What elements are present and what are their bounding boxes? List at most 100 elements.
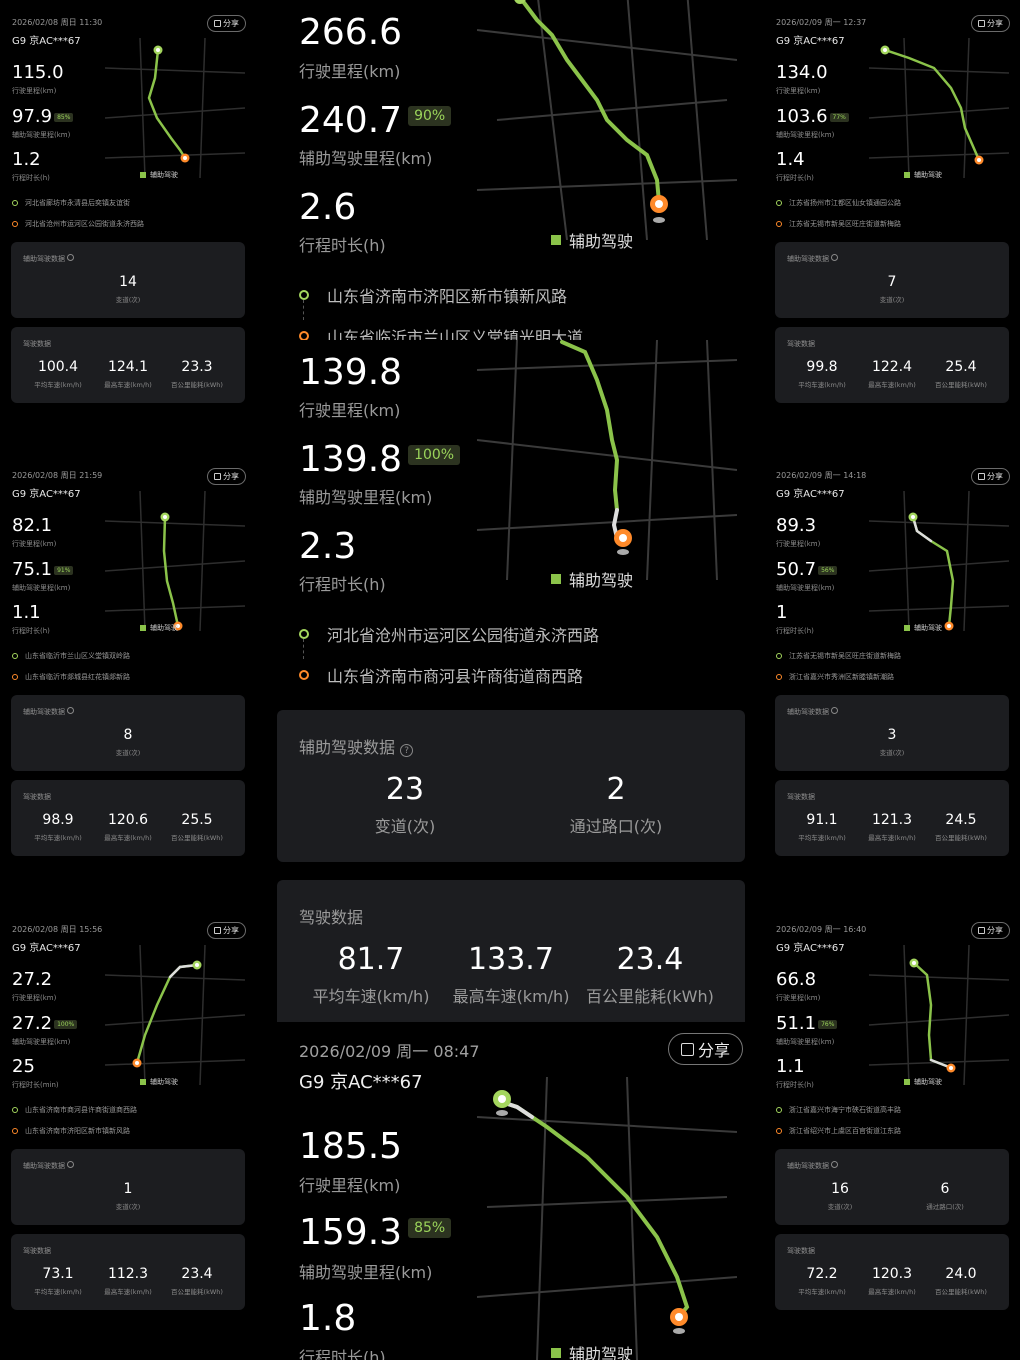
- avg-speed-metric: 81.7 平均车速(km/h): [312, 942, 430, 1006]
- start-pin-icon: [908, 512, 918, 522]
- end-pin-icon: [946, 1063, 956, 1073]
- assist-legend: 辅助驾驶: [140, 170, 178, 180]
- assist-data-card: 辅助驾驶数据 8 变道(次): [11, 695, 245, 771]
- help-icon[interactable]: [67, 1161, 75, 1168]
- help-icon[interactable]: [831, 254, 839, 261]
- drive-data-card: 驾驶数据 100.4 平均车速(km/h) 124.1 最高车速(km/h) 23.…: [11, 327, 245, 403]
- route-map-svg: [477, 1077, 737, 1360]
- end-address: 山东省济南市商河县许商街道商西路: [299, 663, 583, 687]
- end-pin-icon: [974, 155, 984, 165]
- help-icon[interactable]: [67, 254, 75, 261]
- center-trip-3[interactable]: 2026/02/09 周一 08:47 G9 京AC***67 分享: [277, 1022, 745, 1360]
- mileage-value: 89.3: [776, 515, 817, 536]
- avg-speed-metric: 98.9 平均车速(km/h): [34, 812, 82, 842]
- avg-speed-metric: 73.1 平均车速(km/h): [34, 1266, 82, 1296]
- left-column: 2026/02/08 周日 11:30 G9 京AC***67 分享 115.0…: [0, 0, 256, 1360]
- start-address: 江苏省无锡市新吴区旺庄街道新梅路: [776, 651, 901, 661]
- assist-label: 辅助驾驶里程(km): [776, 131, 835, 139]
- mileage-value: 266.6: [299, 12, 403, 53]
- route-connector: [303, 300, 304, 320]
- legend-swatch: [904, 172, 910, 178]
- lane-change-metric: 7 变道(次): [879, 274, 905, 304]
- help-icon[interactable]: [831, 1161, 839, 1168]
- assist-percent-badge: 85%: [408, 1218, 452, 1238]
- share-button[interactable]: 分享: [667, 1033, 743, 1065]
- share-button[interactable]: 分享: [207, 922, 246, 939]
- trip-card[interactable]: 2026/02/09 周一 12:37 G9 京AC***67 分享 134.0…: [764, 0, 1020, 454]
- assist-percent-badge: 56%: [818, 566, 838, 575]
- route-map[interactable]: [869, 38, 1009, 178]
- drive-data-card: 驾驶数据 72.2 平均车速(km/h) 120.3 最高车速(km/h) 24.0…: [775, 1234, 1009, 1310]
- max-speed-metric: 124.1 最高车速(km/h): [104, 359, 152, 389]
- trip-card[interactable]: 2026/02/08 周日 11:30 G9 京AC***67 分享 115.0…: [0, 0, 256, 454]
- share-icon: [978, 927, 985, 934]
- route-map[interactable]: [477, 1077, 737, 1360]
- trip-card[interactable]: 2026/02/08 周日 15:56 G9 京AC***67 分享 27.2 …: [0, 907, 256, 1360]
- drive-data-card: 驾驶数据 81.7 平均车速(km/h) 133.7 最高车速(km/h) 23.4…: [277, 880, 745, 1030]
- start-dot-icon: [776, 1107, 782, 1113]
- drive-data-title: 驾驶数据: [787, 793, 815, 801]
- help-icon[interactable]: ?: [400, 744, 414, 757]
- start-pin-icon: [493, 1090, 511, 1116]
- start-pin-icon: [153, 45, 163, 55]
- assist-value: 103.6 77%: [776, 106, 849, 127]
- assist-value: 139.8 100%: [299, 439, 461, 480]
- help-icon[interactable]: [67, 707, 75, 714]
- help-icon[interactable]: [831, 707, 839, 714]
- route-map[interactable]: [105, 945, 245, 1085]
- drive-data-title: 驾驶数据: [23, 1247, 51, 1255]
- assist-data-title: 辅助驾驶数据: [23, 707, 75, 717]
- center-trip-2[interactable]: 139.8 行驶里程(km) 139.8 100% 辅助驾驶里程(km) 2.3 …: [277, 340, 745, 1030]
- assist-label: 辅助驾驶里程(km): [12, 1038, 71, 1046]
- share-icon: [214, 20, 221, 27]
- assist-data-title: 辅助驾驶数据: [23, 1161, 75, 1171]
- energy-metric: 23.4 百公里能耗(kWh): [586, 942, 714, 1006]
- lane-change-metric: 14 变道(次): [115, 274, 141, 304]
- trip-date: 2026/02/09 周一 16:40: [776, 925, 867, 934]
- share-button[interactable]: 分享: [207, 468, 246, 485]
- start-address: 河北省廊坊市永清县后奕镇友谊街: [12, 198, 130, 208]
- lane-change-metric: 8 变道(次): [115, 727, 141, 757]
- share-button[interactable]: 分享: [971, 468, 1010, 485]
- legend-swatch: [551, 1348, 561, 1358]
- start-dot-icon: [299, 629, 309, 639]
- assist-legend: 辅助驾驶: [551, 228, 633, 252]
- end-address: 浙江省绍兴市上虞区百官街道江东路: [776, 1126, 901, 1136]
- trip-date: 2026/02/08 周日 21:59: [12, 471, 103, 480]
- trip-card[interactable]: 2026/02/09 周一 16:40 G9 京AC***67 分享 66.8 …: [764, 907, 1020, 1360]
- route-map[interactable]: [105, 491, 245, 631]
- assist-percent-badge: 76%: [818, 1020, 838, 1029]
- route-map[interactable]: [869, 491, 1009, 631]
- share-button[interactable]: 分享: [207, 15, 246, 32]
- duration-value: 2.6: [299, 187, 357, 228]
- end-dot-icon: [12, 1128, 18, 1134]
- assist-data-title: 辅助驾驶数据: [23, 254, 75, 264]
- share-icon: [978, 473, 985, 480]
- route-map[interactable]: [105, 38, 245, 178]
- mileage-label: 行驶里程(km): [776, 540, 821, 548]
- trip-card[interactable]: 2026/02/09 周一 14:18 G9 京AC***67 分享 89.3 …: [764, 453, 1020, 907]
- energy-metric: 23.3 百公里能耗(kWh): [171, 359, 223, 389]
- assist-value: 75.1 91%: [12, 559, 74, 580]
- center-trip-1[interactable]: 266.6 行驶里程(km) 240.7 90% 辅助驾驶里程(km) 2.6 行…: [277, 0, 745, 340]
- trip-date: 2026/02/08 周日 11:30: [12, 18, 103, 27]
- share-button[interactable]: 分享: [971, 922, 1010, 939]
- assist-data-card: 辅助驾驶数据 16 变道(次) 6 通过路口(次): [775, 1149, 1009, 1225]
- end-address: 山东省临沂市兰山区义堂镇光明大道: [299, 324, 583, 340]
- trip-card[interactable]: 2026/02/08 周日 21:59 G9 京AC***67 分享 82.1 …: [0, 453, 256, 907]
- route-map[interactable]: [477, 0, 737, 240]
- route-map-svg: [869, 38, 1009, 178]
- assist-legend: 辅助驾驶: [140, 1077, 178, 1087]
- route-map-svg: [869, 945, 1009, 1085]
- route-map[interactable]: [477, 340, 737, 580]
- route-map[interactable]: [869, 945, 1009, 1085]
- share-button[interactable]: 分享: [971, 15, 1010, 32]
- assist-legend: 辅助驾驶: [904, 1077, 942, 1087]
- lane-change-metric: 3 变道(次): [879, 727, 905, 757]
- drive-data-title: 驾驶数据: [787, 340, 815, 348]
- mileage-label: 行驶里程(km): [299, 1176, 401, 1195]
- duration-label: 行程时长(h): [299, 236, 386, 255]
- end-address: 江苏省无锡市新吴区旺庄街道新梅路: [776, 219, 901, 229]
- assist-label: 辅助驾驶里程(km): [776, 1038, 835, 1046]
- energy-metric: 25.5 百公里能耗(kWh): [171, 812, 223, 842]
